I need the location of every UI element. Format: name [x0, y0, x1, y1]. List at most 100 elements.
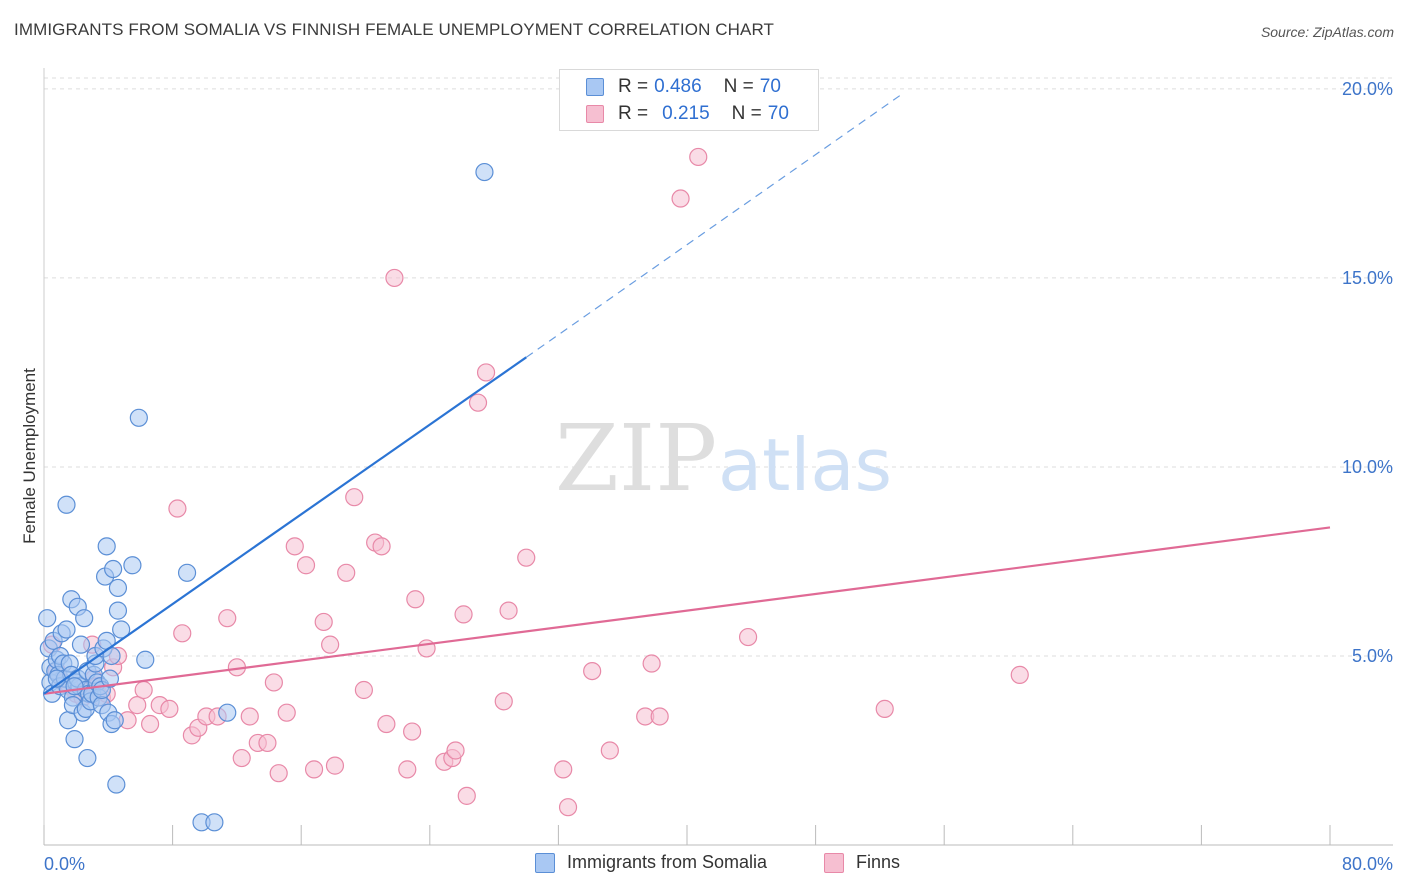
finns-point [398, 760, 417, 779]
somalia-point [108, 601, 128, 620]
finns-point [377, 714, 396, 734]
somalia-point [78, 748, 97, 768]
somalia-points [38, 162, 494, 832]
somalia-point [108, 578, 128, 598]
somalia-point [136, 650, 155, 669]
somalia-point [65, 730, 84, 749]
finns-point [160, 699, 179, 719]
somalia-point [38, 609, 57, 628]
watermark: ZIP atlas [555, 405, 892, 512]
n-value: 70 [767, 103, 789, 124]
somalia-point [57, 620, 76, 639]
finns-point [372, 537, 391, 556]
somalia-point [107, 775, 126, 794]
finns-point [337, 563, 356, 582]
correlation-legend: R = 0.486 N = 70 R = 0.215 N = 70 [559, 69, 819, 131]
finns-point [1010, 665, 1029, 684]
trend-lines [43, 92, 1331, 695]
r-value: 0.215 [662, 103, 710, 124]
finns-point [583, 661, 602, 681]
somalia-point [75, 609, 94, 628]
finns-point [296, 556, 316, 575]
somalia-point [71, 635, 91, 654]
r-label: R = [618, 103, 649, 124]
finns-point [406, 590, 425, 609]
somalia-point [105, 711, 124, 730]
somalia-point [57, 495, 76, 514]
tick-labels: 5.0% 10.0% 15.0% 20.0% 0.0% 80.0% [44, 79, 1393, 874]
somalia-point [100, 669, 120, 688]
somalia-point [123, 556, 142, 575]
finns-swatch [824, 852, 844, 873]
finns-point [218, 609, 237, 628]
somalia-trend-line [43, 356, 527, 695]
legend-row-somalia: R = 0.486 N = 70 [586, 75, 781, 99]
finns-point [476, 363, 496, 382]
y-tick-label: 15.0% [1342, 268, 1393, 288]
n-label: N = [731, 103, 762, 124]
somalia-swatch [535, 852, 555, 873]
finns-trend-line [43, 526, 1331, 695]
axes [43, 68, 1393, 846]
finns-point [650, 707, 669, 726]
series-legend: Immigrants from Somalia Finns [0, 852, 1406, 876]
finns-point [173, 624, 192, 643]
somalia-point [97, 537, 116, 556]
y-tick-label: 20.0% [1342, 79, 1393, 99]
somalia-point [205, 813, 224, 832]
finns-point [385, 268, 404, 288]
finns-point [128, 696, 147, 715]
finns-point [258, 733, 277, 753]
x-tick-label: 80.0% [1342, 854, 1393, 874]
legend-label: Immigrants from Somalia [567, 852, 768, 872]
somalia-point [129, 408, 148, 427]
legend-row-finns: R = 0.215 N = 70 [586, 102, 789, 126]
finns-point [446, 741, 465, 760]
legend-label: Finns [856, 852, 901, 872]
legend-item-finns[interactable]: Finns [824, 852, 900, 873]
watermark-zip: ZIP [555, 405, 717, 512]
finns-point [345, 488, 364, 507]
finns-point [689, 147, 708, 167]
somalia-point [177, 563, 197, 582]
somalia-point [218, 703, 237, 722]
somalia-point [65, 677, 84, 696]
finns-point [642, 654, 661, 673]
somalia-trend-extension [525, 92, 905, 358]
finns-point [517, 548, 536, 567]
finns-point [321, 635, 340, 654]
finns-point [240, 707, 259, 726]
somalia-point [104, 559, 123, 579]
finns-swatch [586, 105, 604, 123]
source-label: Source: ZipAtlas.com [1260, 24, 1394, 40]
finns-point [558, 798, 578, 817]
x-tick-label: 0.0% [44, 854, 85, 874]
finns-point [457, 786, 476, 805]
y-tick-label: 5.0% [1352, 646, 1393, 666]
n-value: 70 [759, 76, 781, 97]
legend-item-somalia[interactable]: Immigrants from Somalia [535, 852, 767, 873]
finns-point [403, 722, 422, 741]
finns-point [454, 605, 473, 624]
finns-point [875, 699, 894, 719]
finns-point [232, 748, 251, 768]
r-value: 0.486 [654, 76, 702, 97]
r-label: R = [618, 76, 649, 97]
finns-point [600, 741, 619, 760]
finns-point [134, 680, 153, 700]
finns-point [264, 673, 283, 692]
grid-lines [44, 77, 1393, 657]
finns-point [354, 680, 373, 700]
somalia-point [475, 162, 494, 182]
finns-point [738, 627, 758, 647]
finns-point [314, 612, 333, 632]
watermark-atlas: atlas [718, 423, 892, 507]
finns-point [494, 692, 513, 711]
finns-point [168, 499, 187, 518]
n-label: N = [723, 76, 754, 97]
finns-point [140, 714, 160, 734]
somalia-point [112, 620, 131, 639]
chart-title: IMMIGRANTS FROM SOMALIA VS FINNISH FEMAL… [14, 20, 775, 39]
finns-point [269, 764, 288, 783]
